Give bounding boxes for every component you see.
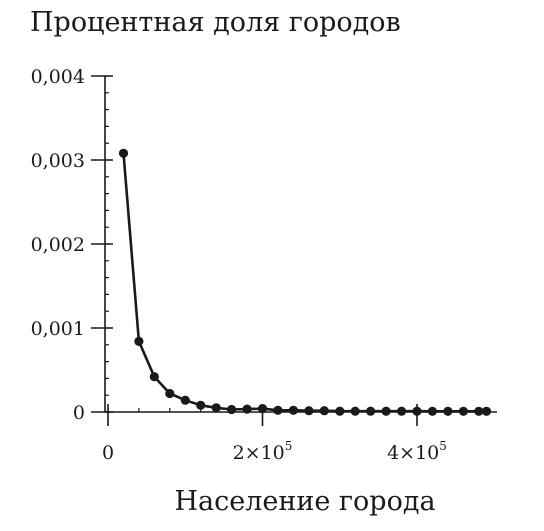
data-point	[134, 336, 144, 346]
y-tick-label: 0,004	[31, 66, 85, 88]
ticks: 0 0,001 0,002 0,003 0,004 0 2×105 4×105	[31, 66, 480, 464]
x-tick-label: 4×105	[387, 439, 447, 464]
data-point	[242, 404, 252, 414]
x-tick-label: 2×105	[233, 439, 293, 464]
data-point	[288, 405, 298, 415]
data-point	[257, 404, 268, 414]
data-point	[381, 406, 391, 416]
y-tick-label: 0	[73, 402, 85, 424]
data-point	[443, 406, 453, 416]
data-point	[118, 148, 129, 158]
y-tick-label: 0,001	[31, 318, 85, 340]
data-point	[165, 388, 175, 399]
y-axis-label: Процентная доля городов	[30, 7, 401, 38]
data-point	[149, 372, 159, 382]
data-point	[273, 405, 283, 415]
series-line	[122, 152, 488, 413]
data-point	[304, 406, 314, 416]
data-point	[227, 404, 237, 415]
x-axis-label: Население города	[174, 486, 435, 517]
y-tick-label: 0,003	[31, 150, 85, 172]
axes	[104, 76, 497, 413]
data-point	[474, 406, 484, 416]
data-point	[427, 406, 437, 416]
data-point	[397, 406, 407, 416]
y-tick-label: 0,002	[31, 234, 85, 256]
data-point	[366, 406, 376, 416]
data-point	[211, 403, 221, 413]
x-tick-label: 0	[102, 442, 114, 464]
data-point	[180, 395, 190, 405]
data-marks	[118, 148, 492, 416]
data-point	[350, 406, 360, 416]
data-point	[458, 406, 468, 416]
data-point	[412, 406, 422, 416]
data-point	[319, 406, 329, 416]
data-point	[481, 406, 492, 416]
data-point	[335, 406, 345, 416]
data-point	[196, 400, 206, 410]
